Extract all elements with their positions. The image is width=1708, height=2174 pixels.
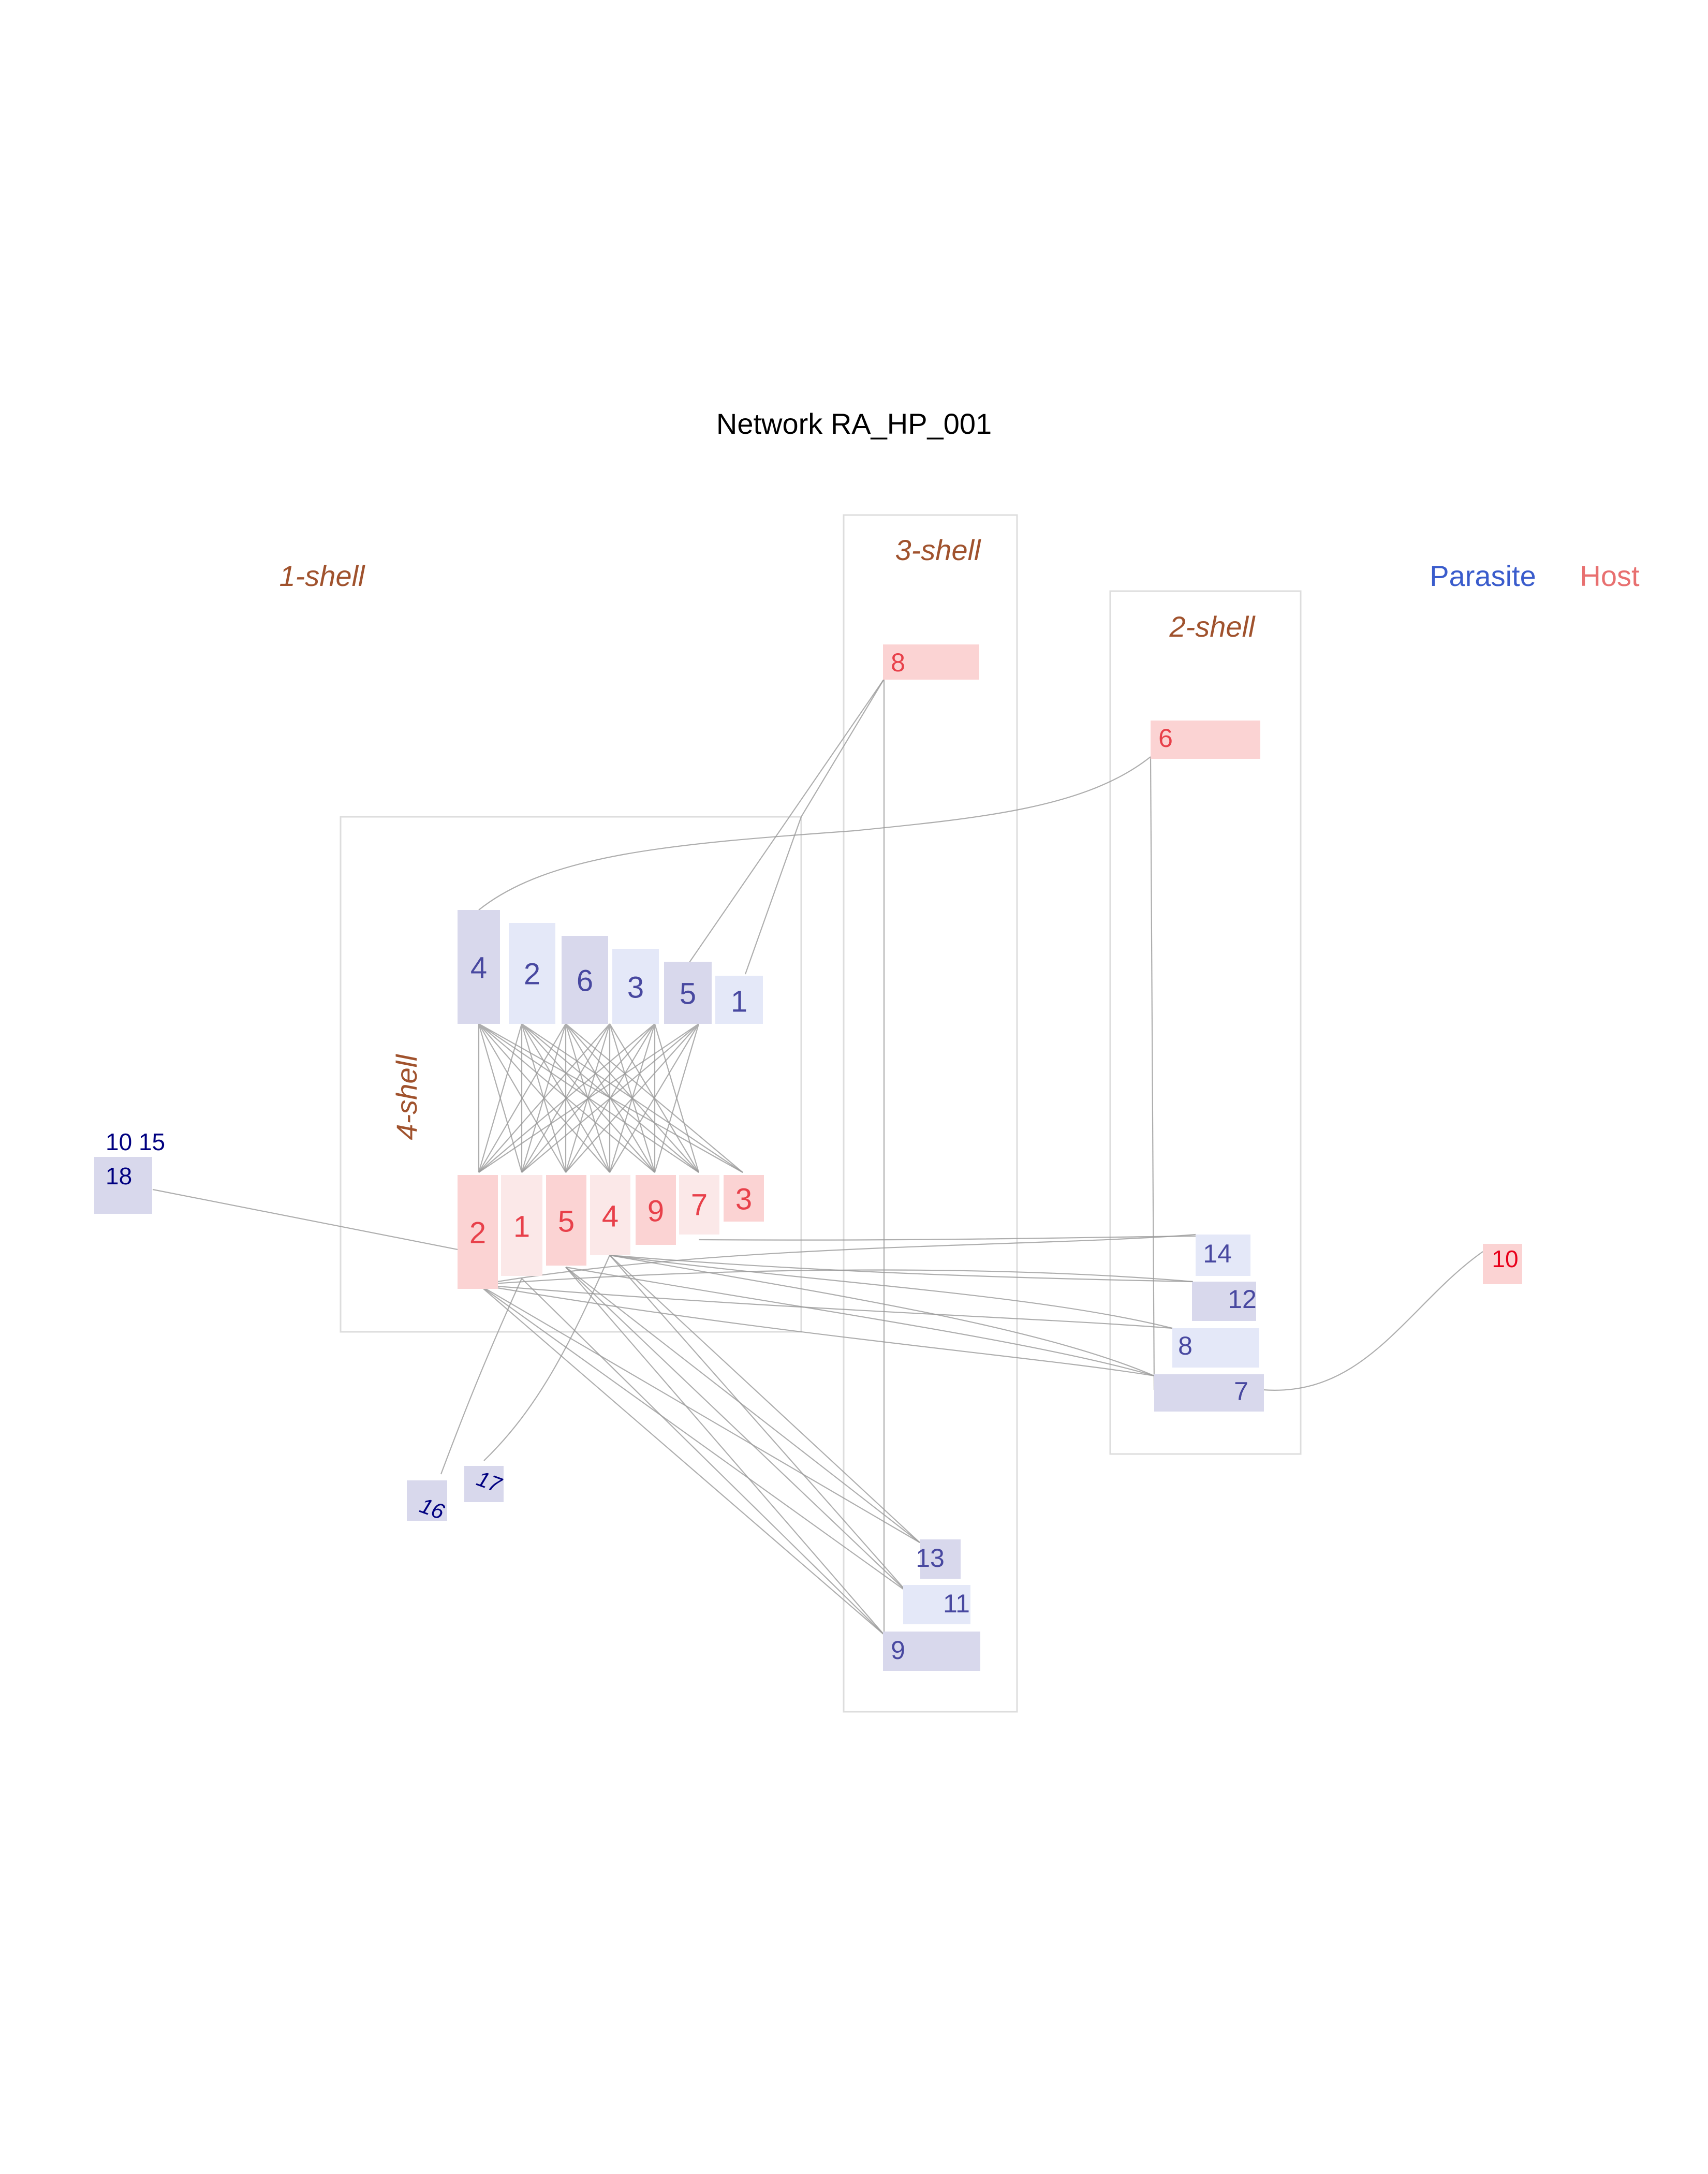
shell-4-box: [340, 816, 802, 1333]
host-node-7[interactable]: 7: [679, 1175, 719, 1235]
node-label: 4: [470, 951, 487, 985]
node-label: 8: [1178, 1331, 1192, 1360]
shell-3-label: 3-shell: [895, 534, 982, 566]
node-label: 9: [891, 1636, 905, 1665]
node-label: 4: [602, 1200, 619, 1233]
host-node-8[interactable]: 8: [883, 644, 979, 680]
node-label: 7: [1234, 1377, 1248, 1406]
shell-4-label: 4-shell: [390, 1054, 423, 1140]
node-label: 13: [916, 1544, 945, 1573]
host-node-3[interactable]: 3: [724, 1175, 764, 1222]
host-node-9[interactable]: 9: [636, 1175, 676, 1245]
node-label: 6: [1158, 724, 1173, 753]
core-edges: [478, 1023, 743, 1173]
node-label: 14: [1203, 1239, 1232, 1268]
node-label: 12: [1228, 1285, 1257, 1314]
node-label: 3: [735, 1183, 752, 1216]
host-node-2[interactable]: 2: [458, 1175, 498, 1289]
parasite-node-9[interactable]: 9: [883, 1632, 980, 1671]
node-label: 8: [891, 648, 905, 677]
host-node-1[interactable]: 1: [501, 1175, 542, 1276]
host-node-10[interactable]: 10: [1483, 1244, 1522, 1284]
parasite-node-14[interactable]: 14: [1196, 1235, 1250, 1276]
node-label: 5: [680, 977, 696, 1011]
node-label: 10: [1492, 1245, 1518, 1272]
parasite-node-8[interactable]: 8: [1172, 1328, 1259, 1368]
node-label: 2: [524, 958, 540, 991]
shell-2-box: [1109, 590, 1302, 1455]
host-node-5[interactable]: 5: [546, 1175, 586, 1266]
node-label: 6: [577, 964, 593, 998]
parasite-node-4[interactable]: 4: [458, 910, 500, 1024]
parasite-node-16[interactable]: 16: [407, 1480, 448, 1524]
parasite-node-3[interactable]: 3: [612, 949, 659, 1024]
legend-parasite: Parasite: [1430, 560, 1536, 592]
edges: [152, 679, 1483, 1635]
host-node-4[interactable]: 4: [590, 1175, 630, 1255]
legend-host: Host: [1580, 560, 1640, 592]
parasite-node-17[interactable]: 17: [464, 1466, 505, 1502]
shell-3-box: [843, 514, 1018, 1713]
node-label: 7: [691, 1188, 708, 1222]
node-label: 18: [106, 1163, 132, 1189]
node-label: 9: [647, 1195, 664, 1228]
parasite-node-18[interactable]: 18: [94, 1157, 152, 1214]
parasite-node-13[interactable]: 13: [916, 1539, 961, 1579]
isolated-label-10-15: 10 15: [106, 1128, 165, 1155]
parasite-node-1[interactable]: 1: [715, 976, 763, 1024]
node-label: 11: [943, 1589, 970, 1618]
shell-2-label: 2-shell: [1169, 610, 1256, 643]
node-label: 2: [469, 1216, 486, 1250]
node-label: 3: [627, 971, 644, 1005]
host-node-6[interactable]: 6: [1151, 721, 1260, 759]
node-label: 1: [513, 1210, 530, 1244]
parasite-node-7[interactable]: 7: [1154, 1374, 1264, 1412]
shell-1-label: 1-shell: [279, 560, 366, 592]
parasite-node-12[interactable]: 12: [1192, 1282, 1257, 1321]
node-label: 1: [731, 985, 747, 1019]
parasite-node-2[interactable]: 2: [509, 923, 555, 1024]
parasite-node-6[interactable]: 6: [562, 936, 608, 1024]
diagram-title: Network RA_HP_001: [716, 407, 992, 440]
parasite-node-5[interactable]: 5: [664, 962, 712, 1024]
node-label: 5: [558, 1205, 575, 1239]
parasite-node-11[interactable]: 11: [903, 1585, 970, 1624]
